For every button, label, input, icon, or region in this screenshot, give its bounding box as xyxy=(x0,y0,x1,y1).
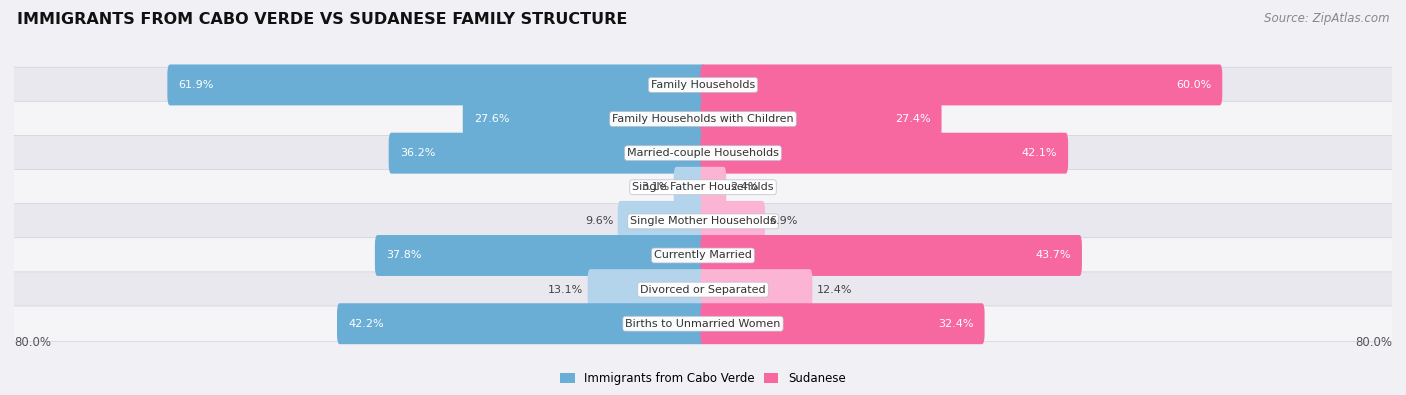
Text: Family Households with Children: Family Households with Children xyxy=(612,114,794,124)
FancyBboxPatch shape xyxy=(4,101,1402,137)
Text: Currently Married: Currently Married xyxy=(654,250,752,260)
FancyBboxPatch shape xyxy=(4,272,1402,307)
FancyBboxPatch shape xyxy=(673,167,706,208)
Text: 6.9%: 6.9% xyxy=(769,216,797,226)
Text: 42.2%: 42.2% xyxy=(349,319,384,329)
Text: Divorced or Separated: Divorced or Separated xyxy=(640,285,766,295)
FancyBboxPatch shape xyxy=(375,235,706,276)
Text: 9.6%: 9.6% xyxy=(585,216,613,226)
FancyBboxPatch shape xyxy=(4,169,1402,205)
Text: 37.8%: 37.8% xyxy=(387,250,422,260)
Text: 60.0%: 60.0% xyxy=(1175,80,1211,90)
Text: Married-couple Households: Married-couple Households xyxy=(627,148,779,158)
FancyBboxPatch shape xyxy=(700,99,942,139)
Text: 2.4%: 2.4% xyxy=(731,182,759,192)
FancyBboxPatch shape xyxy=(4,135,1402,171)
FancyBboxPatch shape xyxy=(617,201,706,242)
FancyBboxPatch shape xyxy=(337,303,706,344)
Text: 61.9%: 61.9% xyxy=(179,80,214,90)
FancyBboxPatch shape xyxy=(700,201,765,242)
Text: 80.0%: 80.0% xyxy=(14,336,51,349)
FancyBboxPatch shape xyxy=(4,204,1402,239)
FancyBboxPatch shape xyxy=(700,269,813,310)
Text: 80.0%: 80.0% xyxy=(1355,336,1392,349)
FancyBboxPatch shape xyxy=(700,235,1083,276)
Text: IMMIGRANTS FROM CABO VERDE VS SUDANESE FAMILY STRUCTURE: IMMIGRANTS FROM CABO VERDE VS SUDANESE F… xyxy=(17,12,627,27)
Text: 13.1%: 13.1% xyxy=(548,285,583,295)
Legend: Immigrants from Cabo Verde, Sudanese: Immigrants from Cabo Verde, Sudanese xyxy=(555,367,851,390)
FancyBboxPatch shape xyxy=(4,67,1402,103)
FancyBboxPatch shape xyxy=(700,64,1222,105)
FancyBboxPatch shape xyxy=(463,99,706,139)
Text: Source: ZipAtlas.com: Source: ZipAtlas.com xyxy=(1264,12,1389,25)
Text: Family Households: Family Households xyxy=(651,80,755,90)
Text: 32.4%: 32.4% xyxy=(938,319,973,329)
FancyBboxPatch shape xyxy=(4,238,1402,273)
Text: Births to Unmarried Women: Births to Unmarried Women xyxy=(626,319,780,329)
Text: Single Mother Households: Single Mother Households xyxy=(630,216,776,226)
Text: 3.1%: 3.1% xyxy=(641,182,669,192)
Text: 12.4%: 12.4% xyxy=(817,285,852,295)
Text: 43.7%: 43.7% xyxy=(1035,250,1071,260)
Text: 36.2%: 36.2% xyxy=(399,148,436,158)
Text: 42.1%: 42.1% xyxy=(1021,148,1057,158)
FancyBboxPatch shape xyxy=(167,64,706,105)
Text: 27.6%: 27.6% xyxy=(474,114,509,124)
FancyBboxPatch shape xyxy=(700,167,727,208)
FancyBboxPatch shape xyxy=(388,133,706,174)
Text: 27.4%: 27.4% xyxy=(894,114,931,124)
FancyBboxPatch shape xyxy=(588,269,706,310)
FancyBboxPatch shape xyxy=(4,306,1402,341)
Text: Single Father Households: Single Father Households xyxy=(633,182,773,192)
FancyBboxPatch shape xyxy=(700,303,984,344)
FancyBboxPatch shape xyxy=(700,133,1069,174)
